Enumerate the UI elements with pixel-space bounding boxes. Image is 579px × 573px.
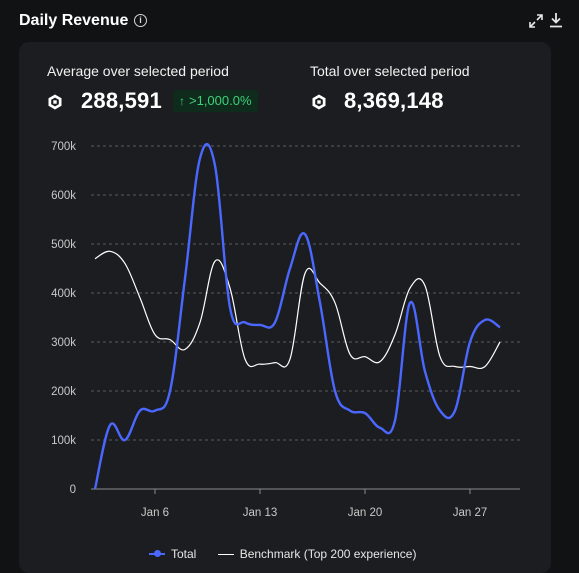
x-tick-label: Jan 27	[453, 507, 488, 519]
robux-icon	[312, 94, 326, 110]
change-value: >1,000.0%	[189, 93, 252, 108]
x-tick-label: Jan 20	[348, 507, 383, 519]
x-tick-label: Jan 13	[243, 507, 278, 519]
total-swatch-icon	[149, 550, 165, 557]
total-value: 8,369,148	[344, 88, 444, 113]
chart-legend: Total Benchmark (Top 200 experience)	[149, 544, 434, 561]
legend-item-total[interactable]: Total	[149, 547, 196, 561]
chart-card: Average over selected period 288,591 ↑ >1…	[19, 42, 551, 573]
arrow-up-icon: ↑	[179, 94, 185, 108]
chart-header: Daily Revenue i	[19, 12, 565, 34]
total-label: Total over selected period	[310, 63, 470, 79]
line-chart: 0 100k 200k 300k 400k 500k 600k 700k Jan 6 Jan 13…	[51, 141, 520, 519]
benchmark-series-line[interactable]	[94, 250, 501, 370]
expand-icon[interactable]	[529, 14, 543, 28]
legend-label-total: Total	[171, 547, 197, 561]
total-series-line[interactable]	[93, 143, 501, 490]
info-icon[interactable]: i	[134, 14, 147, 27]
y-tick-label: 500k	[51, 239, 76, 251]
download-icon[interactable]	[549, 12, 563, 28]
legend-label-benchmark: Benchmark (Top 200 experience)	[239, 547, 417, 562]
robux-icon	[48, 94, 62, 110]
page-title: Daily Revenue	[19, 12, 129, 29]
y-tick-label: 100k	[51, 435, 76, 447]
y-tick-label: 200k	[51, 386, 76, 398]
y-tick-label: 0	[70, 484, 76, 496]
y-tick-label: 300k	[51, 337, 76, 349]
benchmark-swatch-icon	[217, 553, 234, 555]
x-tick-label: Jan 6	[141, 507, 169, 519]
y-tick-label: 400k	[51, 288, 76, 300]
y-tick-label: 600k	[51, 190, 76, 202]
average-label: Average over selected period	[47, 63, 229, 79]
legend-item-benchmark[interactable]: Benchmark (Top 200 experience)	[217, 547, 417, 562]
y-tick-label: 700k	[51, 141, 76, 153]
change-badge: ↑ >1,000.0%	[173, 90, 258, 112]
average-value: 288,591	[81, 88, 162, 113]
